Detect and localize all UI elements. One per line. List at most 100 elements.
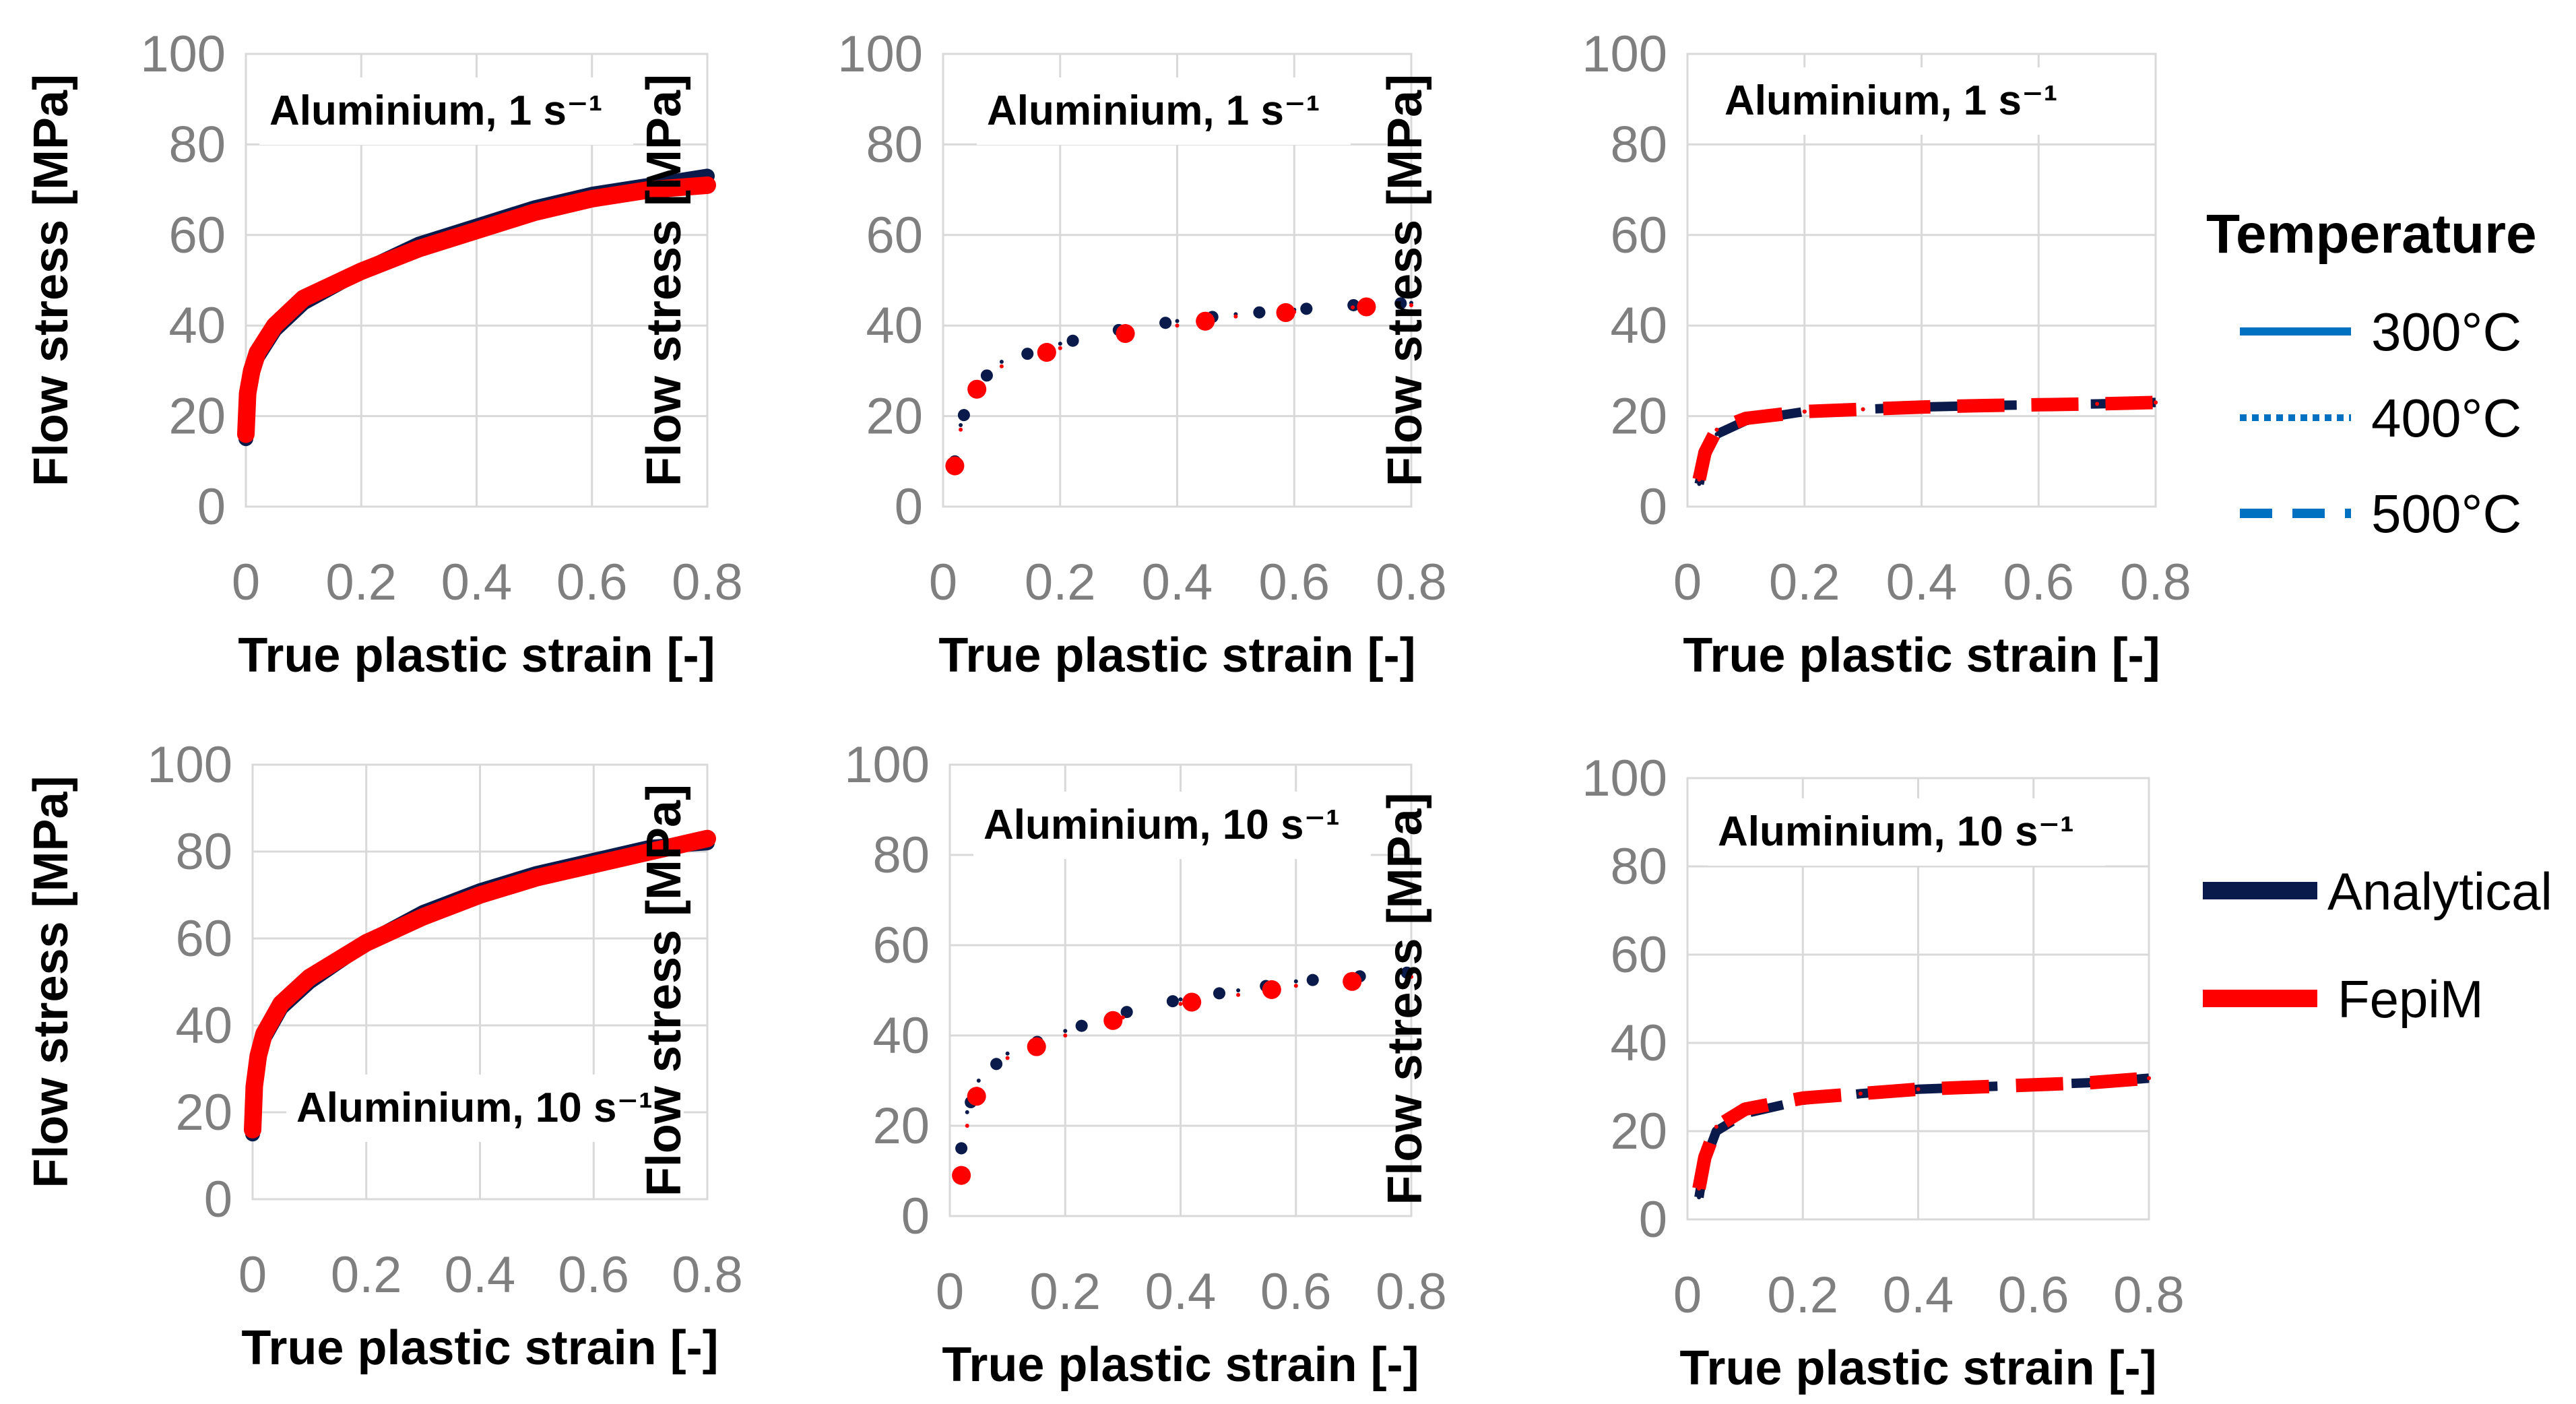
data-point xyxy=(1802,409,1807,414)
y-tick-label: 20 xyxy=(866,388,923,445)
data-point xyxy=(1697,1186,1702,1191)
x-axis-label: True plastic strain [-] xyxy=(942,1338,1419,1392)
data-point xyxy=(1858,1091,1863,1096)
y-tick-label: 60 xyxy=(872,917,930,974)
y-tick-label: 20 xyxy=(1610,1103,1667,1160)
data-point xyxy=(1861,407,1865,412)
data-point xyxy=(999,364,1004,369)
y-tick-label: 40 xyxy=(168,297,226,354)
data-point xyxy=(959,423,963,427)
data-point xyxy=(959,1173,964,1178)
data-point xyxy=(999,360,1004,364)
data-point xyxy=(279,1001,284,1006)
data-point xyxy=(1409,970,1413,975)
data-point xyxy=(364,940,368,945)
data-point xyxy=(1697,477,1702,482)
x-tick-label: 0.6 xyxy=(2003,554,2074,611)
data-point xyxy=(1236,988,1241,992)
data-point xyxy=(2031,1083,2036,1087)
data-point xyxy=(1702,1155,1707,1160)
y-tick-label: 100 xyxy=(1582,750,1667,807)
data-point xyxy=(1714,432,1719,437)
data-point xyxy=(1974,1085,1978,1089)
series-fepim xyxy=(237,176,716,443)
data-point xyxy=(1120,1011,1125,1015)
series-fepim xyxy=(1692,1071,2151,1191)
data-point xyxy=(976,1087,981,1092)
y-axis-label: Flow stress [MPa] xyxy=(637,784,691,1196)
x-tick-label: 0 xyxy=(238,1246,267,1304)
data-point xyxy=(307,976,312,980)
y-tick-label: 60 xyxy=(168,207,226,264)
y-tick-label: 20 xyxy=(1610,388,1667,445)
y-tick-label: 0 xyxy=(1639,478,1667,536)
series-fepim xyxy=(945,296,1421,476)
data-point xyxy=(532,210,537,215)
series-line-fepim xyxy=(1692,1071,2150,1190)
y-tick-label: 20 xyxy=(175,1084,232,1141)
data-point xyxy=(953,464,957,468)
data-point xyxy=(1293,984,1298,988)
data-point xyxy=(591,862,596,867)
x-tick-label: 0 xyxy=(232,554,260,611)
data-point xyxy=(2036,402,2041,407)
data-point xyxy=(2089,1081,2094,1085)
data-point xyxy=(1005,1051,1010,1056)
data-point xyxy=(1409,974,1413,979)
data-point xyxy=(534,875,539,880)
y-tick-label: 20 xyxy=(168,388,226,445)
data-point xyxy=(1351,979,1356,984)
data-point xyxy=(1801,1095,1805,1100)
data-point xyxy=(1697,1195,1702,1200)
panel-title-background xyxy=(259,77,633,145)
x-tick-label: 0.8 xyxy=(2113,1267,2185,1324)
y-tick-label: 100 xyxy=(140,26,226,83)
data-point xyxy=(1714,427,1719,432)
data-point xyxy=(416,247,421,251)
series-line-fepim xyxy=(952,967,1421,1185)
x-tick-label: 0.2 xyxy=(1769,554,1840,611)
y-tick-label: 80 xyxy=(1610,838,1667,895)
data-point xyxy=(589,197,594,201)
y-tick-label: 80 xyxy=(168,116,226,173)
data-point xyxy=(705,836,709,841)
legend-label-model: Analytical xyxy=(2327,862,2552,921)
series-fepim xyxy=(244,829,716,1139)
data-point xyxy=(1063,1033,1068,1038)
data-point xyxy=(2154,400,2158,405)
data-point xyxy=(1714,1129,1718,1133)
y-tick-label: 100 xyxy=(844,736,930,794)
data-point xyxy=(1058,346,1062,350)
data-point xyxy=(959,427,963,432)
data-point xyxy=(272,323,277,328)
series-line-analytical xyxy=(1694,1073,2150,1199)
x-tick-label: 0.4 xyxy=(441,554,513,611)
data-point xyxy=(970,391,975,395)
data-point xyxy=(1351,305,1355,310)
y-tick-label: 60 xyxy=(1610,207,1667,264)
temperature-legend-title: Temperature xyxy=(2206,203,2537,265)
plots-group: 0 20 40 60 80 100 0 0.2 0.4 0.6 0.8 True plastic st… xyxy=(24,26,2191,1395)
x-tick-label: 0.4 xyxy=(1886,554,1958,611)
data-point xyxy=(2147,1076,2151,1081)
data-point xyxy=(1058,342,1062,346)
x-tick-label: 0.6 xyxy=(1998,1267,2069,1324)
panel-title: Aluminium, 10 s⁻¹ xyxy=(296,1085,653,1131)
data-point xyxy=(1293,979,1298,984)
data-point xyxy=(478,893,482,897)
y-tick-label: 0 xyxy=(895,478,923,536)
data-point xyxy=(1178,1002,1183,1007)
data-point xyxy=(1697,482,1702,486)
y-tick-label: 0 xyxy=(901,1188,930,1245)
panel-title: Aluminium, 1 s⁻¹ xyxy=(269,88,602,134)
y-axis-label: Flow stress [MPa] xyxy=(1378,792,1432,1205)
data-point xyxy=(1178,997,1183,1002)
series-fepim xyxy=(1692,395,2158,482)
x-tick-label: 0 xyxy=(936,1263,964,1320)
x-axis-label: True plastic strain [-] xyxy=(1683,629,2160,682)
data-point xyxy=(251,1127,255,1132)
series-fepim xyxy=(952,967,1421,1185)
series-line-analytical xyxy=(948,296,1417,468)
data-point xyxy=(1236,992,1241,997)
x-tick-label: 0.6 xyxy=(1260,1263,1332,1320)
